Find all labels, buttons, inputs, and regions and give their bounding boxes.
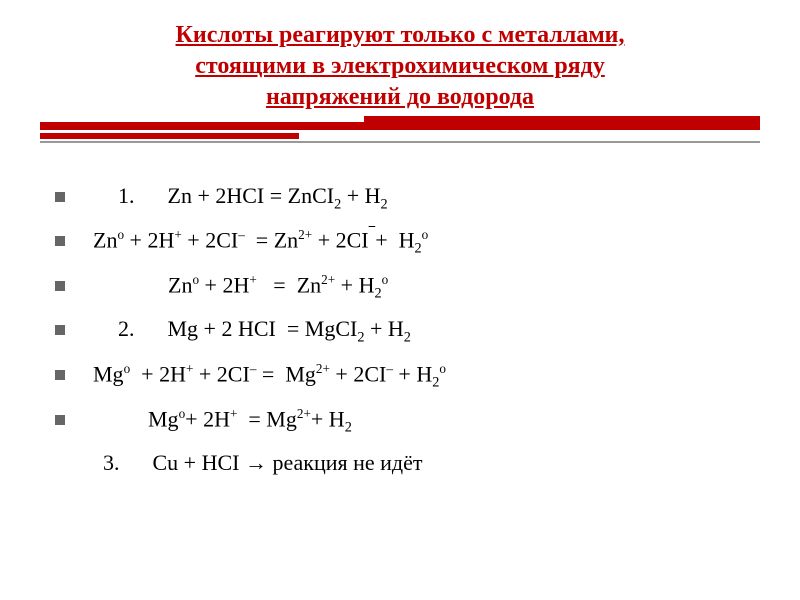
equation-item: Mgo + 2H+ + 2CI– = Mg2+ + 2CI– + H2o xyxy=(55,361,760,392)
equation-item: 3. Cu + HCI → реакция не идёт xyxy=(55,450,760,476)
equation-list: 1. Zn + 2HCI = ZnCI2 + H2 Zno + 2H+ + 2C… xyxy=(40,183,760,477)
equation-item: 1. Zn + 2HCI = ZnCI2 + H2 xyxy=(55,183,760,213)
equation-item: Zno + 2H+ = Zn2+ + H2o xyxy=(55,272,760,303)
equation-text: Zno + 2H+ = Zn2+ + H2o xyxy=(83,272,388,303)
bullet-icon xyxy=(55,415,65,425)
bullet-spacer xyxy=(55,450,65,460)
divider-bar-bottom xyxy=(40,133,299,139)
slide-title: Кислоты реагируют только с металлами, ст… xyxy=(40,20,760,114)
equation-item: 2. Mg + 2 HCI = MgCI2 + H2 xyxy=(55,316,760,346)
equation-item: Mgo+ 2H+ = Mg2++ H2 xyxy=(55,406,760,437)
equation-text: Mgo+ 2H+ = Mg2++ H2 xyxy=(83,406,352,437)
title-line-1: Кислоты реагируют только с металлами, xyxy=(175,22,624,48)
bullet-icon xyxy=(55,370,65,380)
bullet-icon xyxy=(55,192,65,202)
equation-text: 1. Zn + 2HCI = ZnCI2 + H2 xyxy=(83,183,388,213)
divider-shadow xyxy=(40,141,760,143)
equation-text: 2. Mg + 2 HCI = MgCI2 + H2 xyxy=(83,316,411,346)
bullet-icon xyxy=(55,325,65,335)
bullet-icon xyxy=(55,281,65,291)
title-line-3: напряжений до водорода xyxy=(266,84,534,110)
equation-text: Zno + 2H+ + 2CI– = Zn2+ + 2CI + H2o xyxy=(83,227,428,258)
equation-item: Zno + 2H+ + 2CI– = Zn2+ + 2CI + H2o xyxy=(55,227,760,258)
divider-bar-top xyxy=(40,122,760,130)
title-line-2: стоящими в электрохимическом ряду xyxy=(195,53,605,79)
title-divider xyxy=(40,122,760,143)
bullet-icon xyxy=(55,236,65,246)
equation-text: 3. Cu + HCI → реакция не идёт xyxy=(83,450,423,476)
equation-text: Mgo + 2H+ + 2CI– = Mg2+ + 2CI– + H2o xyxy=(83,361,446,392)
